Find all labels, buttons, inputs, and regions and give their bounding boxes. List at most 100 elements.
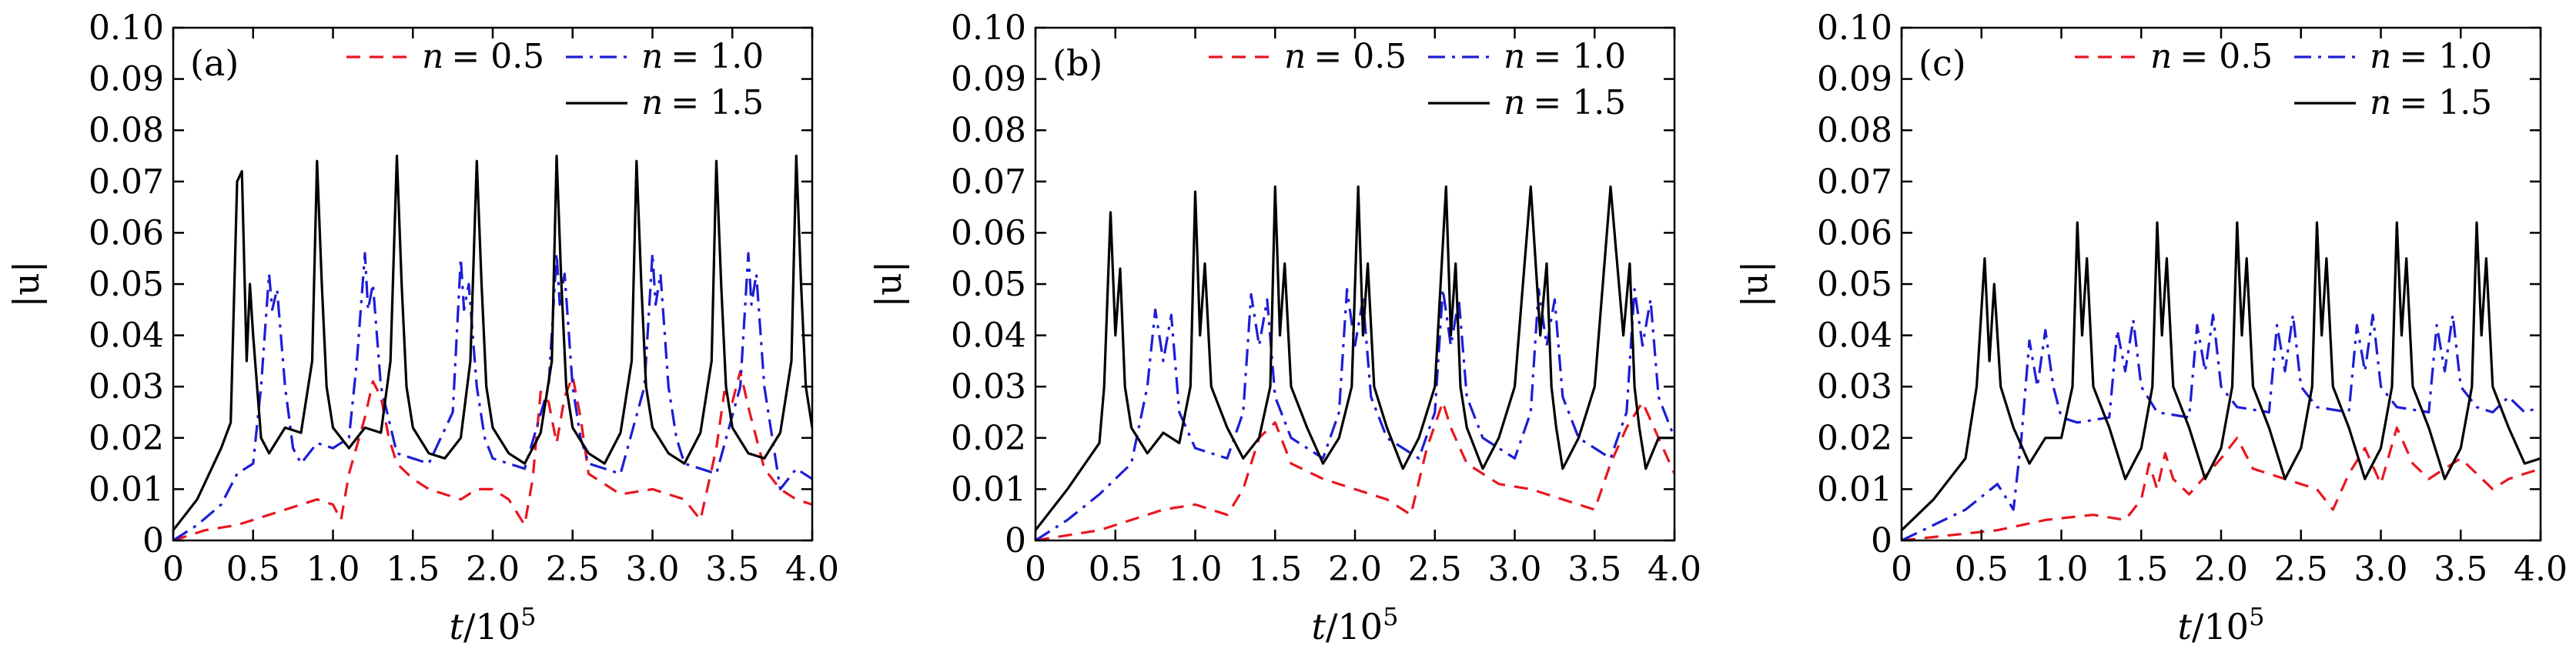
series-line-dashdot — [173, 252, 812, 540]
x-axis-exponent: 5 — [2249, 602, 2264, 631]
legend-value: = 0.5 — [451, 37, 544, 76]
legend-value: = 1.0 — [2399, 37, 2492, 76]
y-tick-label: 0.07 — [89, 162, 164, 202]
x-tick-label: 1.5 — [386, 550, 440, 589]
x-tick-label: 4.0 — [785, 550, 839, 589]
y-tick-label: 0.05 — [951, 265, 1026, 304]
legend-var: n — [1504, 37, 1525, 76]
y-tick-label: 0.08 — [1817, 111, 1892, 150]
y-tick-label: 0 — [142, 521, 164, 560]
y-tick-label: 0.06 — [1817, 213, 1892, 253]
legend-var: n — [641, 37, 663, 76]
series-line-dashed — [1902, 426, 2541, 540]
panel-label: (c) — [1919, 42, 1966, 84]
legend-label: n = 1.5 — [641, 83, 764, 122]
y-tick-label: 0.05 — [89, 265, 164, 304]
x-tick-label: 2.0 — [466, 550, 520, 589]
legend-value: = 1.5 — [2399, 83, 2492, 122]
x-tick-label: 3.5 — [705, 550, 759, 589]
panel-label: (a) — [190, 42, 239, 84]
y-tick-label: 0.01 — [951, 470, 1026, 509]
y-tick-label: 0.01 — [89, 470, 164, 509]
x-tick-label: 1.0 — [2035, 550, 2089, 589]
panel-label: (b) — [1052, 42, 1102, 84]
legend-label: n = 0.5 — [2150, 37, 2273, 76]
series-line-solid — [1035, 185, 1674, 531]
y-tick-label: 0.07 — [951, 162, 1026, 202]
y-axis-title: |u| — [5, 261, 47, 308]
legend-var: n — [1284, 37, 1306, 76]
x-axis-var: t — [2178, 606, 2193, 647]
y-tick-label: 0 — [1005, 521, 1026, 560]
series-line-dashdot — [1902, 313, 2541, 540]
y-tick-label: 0.08 — [951, 111, 1026, 150]
x-tick-label: 4.0 — [2514, 550, 2568, 589]
legend-label: n = 1.0 — [641, 37, 764, 76]
x-axis-var: t — [1312, 606, 1326, 647]
panel-c: 0 0.5 1.0 1.5 2.0 2.5 3.0 3.5 4.0 0 0.01 0.02 0.03 0.… — [1734, 8, 2568, 647]
y-tick-label: 0.02 — [1817, 419, 1892, 458]
x-axis-exponent: 5 — [1383, 602, 1398, 631]
y-tick-label: 0.03 — [951, 367, 1026, 406]
x-axis-title: t/105 — [450, 602, 537, 647]
legend-value: = 1.5 — [1533, 83, 1626, 122]
y-tick-label: 0.05 — [1817, 265, 1892, 304]
x-tick-label: 0 — [1891, 550, 1912, 589]
x-tick-label: 3.0 — [2354, 550, 2408, 589]
x-axis-title: t/105 — [1312, 602, 1399, 647]
x-tick-label: 3.0 — [1488, 550, 1542, 589]
y-tick-label: 0.10 — [1817, 8, 1892, 48]
y-tick-label: 0.03 — [1817, 367, 1892, 406]
y-tick-label: 0.02 — [89, 419, 164, 458]
legend-label: n = 1.0 — [2370, 37, 2492, 76]
series-line-solid — [1902, 221, 2541, 531]
legend-var: n — [422, 37, 443, 76]
y-tick-label: 0.09 — [1817, 60, 1892, 99]
x-tick-label: 0 — [162, 550, 184, 589]
x-tick-label: 1.5 — [2114, 550, 2168, 589]
x-tick-label: 0.5 — [1955, 550, 2009, 589]
x-axis-var: t — [450, 606, 464, 647]
x-tick-label: 1.0 — [306, 550, 360, 589]
y-tick-label: 0.09 — [89, 60, 164, 99]
series-line-dashed — [173, 370, 812, 540]
y-tick-label: 0.06 — [951, 213, 1026, 253]
y-tick-label: 0 — [1871, 521, 1892, 560]
legend-var: n — [2370, 83, 2391, 122]
y-tick-label: 0.09 — [951, 60, 1026, 99]
series-line-dashed — [1035, 400, 1674, 540]
x-tick-label: 2.0 — [2194, 550, 2248, 589]
y-tick-label: 0.04 — [951, 316, 1026, 356]
legend-label: n = 0.5 — [422, 37, 544, 76]
y-axis-title: |u| — [868, 261, 909, 308]
x-tick-label: 4.0 — [1648, 550, 1701, 589]
legend-value: = 1.5 — [671, 83, 764, 122]
legend-value: = 0.5 — [1313, 37, 1407, 76]
series-line-dashdot — [1035, 288, 1674, 540]
x-tick-label: 3.5 — [1567, 550, 1621, 589]
x-axis-unit: /10 — [1326, 606, 1383, 647]
panel-a: 0 0.5 1.0 1.5 2.0 2.5 3.0 3.5 4.0 0 0.01 0.02 0.03 0.… — [5, 8, 839, 647]
x-tick-label: 2.5 — [546, 550, 600, 589]
legend-label: n = 1.0 — [1504, 37, 1626, 76]
x-axis-title: t/105 — [2178, 602, 2265, 647]
y-tick-label: 0.08 — [89, 111, 164, 150]
legend-value: = 1.0 — [671, 37, 764, 76]
x-tick-label: 1.5 — [1248, 550, 1302, 589]
y-tick-label: 0.02 — [951, 419, 1026, 458]
legend-var: n — [2150, 37, 2172, 76]
series-line-solid — [173, 154, 812, 531]
y-tick-label: 0.01 — [1817, 470, 1892, 509]
panel-b: 0 0.5 1.0 1.5 2.0 2.5 3.0 3.5 4.0 0 0.01 0.02 0.03 0.… — [868, 8, 1701, 647]
x-tick-label: 2.5 — [1408, 550, 1462, 589]
legend-label: n = 1.5 — [2370, 83, 2492, 122]
x-tick-label: 0 — [1025, 550, 1046, 589]
y-tick-label: 0.06 — [89, 213, 164, 253]
y-tick-label: 0.10 — [89, 8, 164, 48]
x-axis-exponent: 5 — [520, 602, 536, 631]
y-axis-title: |u| — [1734, 261, 1775, 308]
y-tick-label: 0.10 — [951, 8, 1026, 48]
legend-value: = 0.5 — [2180, 37, 2273, 76]
x-tick-label: 0.5 — [1089, 550, 1142, 589]
